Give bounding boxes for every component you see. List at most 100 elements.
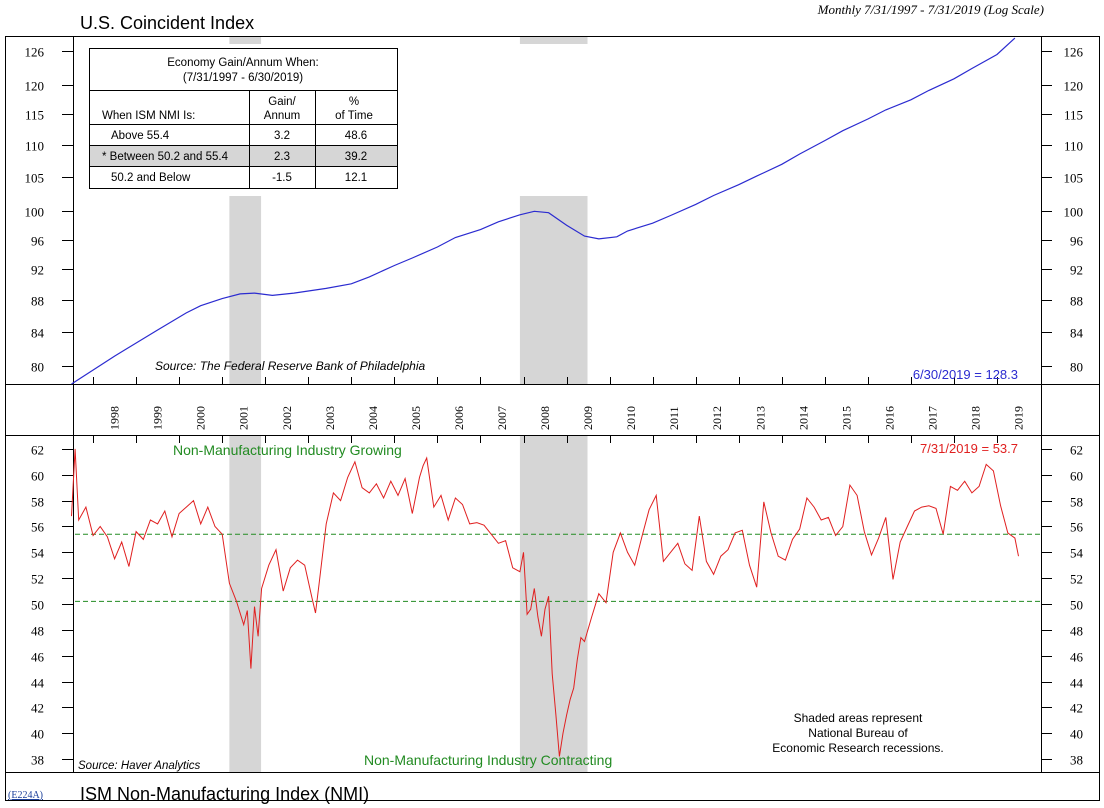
coincident-y-tick-label-left: 115 — [25, 108, 44, 123]
year-label: 2007 — [495, 406, 509, 430]
year-label: 1999 — [151, 406, 165, 430]
coincident-source: Source: The Federal Reserve Bank of Phil… — [155, 359, 425, 373]
nmi-y-tick-label-right: 60 — [1070, 469, 1083, 484]
nmi-y-tick-label-right: 48 — [1070, 624, 1083, 639]
recession-bar — [229, 37, 262, 44]
year-label: 2016 — [882, 406, 896, 430]
coincident-y-tick-label-right: 80 — [1070, 360, 1083, 375]
year-label: 2010 — [624, 406, 638, 430]
coincident-index-line — [71, 37, 1016, 385]
nmi-y-tick-label-left: 50 — [31, 598, 44, 613]
nmi-source: Source: Haver Analytics — [78, 760, 201, 772]
coincident-y-tick-label-right: 92 — [1070, 263, 1083, 278]
nmi-y-tick-label-right: 40 — [1070, 727, 1083, 742]
year-label: 1998 — [108, 406, 122, 430]
nmi-y-tick-label-right: 50 — [1070, 598, 1083, 613]
nmi-axes: 38 38 40 40 42 42 44 44 46 46 48 48 50 50 52 52 54 54 56 56… — [31, 443, 1084, 768]
nmi-y-tick-label-right: 38 — [1070, 753, 1083, 768]
table-row-pct: 12.1 — [345, 172, 367, 184]
table-row-gain: -1.5 — [272, 172, 292, 184]
recession-bar — [519, 436, 588, 772]
table-row-gain: 3.2 — [274, 130, 290, 142]
year-label: 2015 — [839, 406, 853, 430]
nmi-y-tick-label-right: 56 — [1070, 520, 1084, 535]
recession-note-line2: National Bureau of — [808, 726, 908, 740]
table-row-label: Above 55.4 — [111, 130, 170, 142]
coincident-y-tick-label-right: 115 — [1064, 108, 1083, 123]
nmi-y-tick-label-left: 52 — [31, 572, 44, 587]
nmi-y-tick-label-left: 38 — [31, 753, 44, 768]
coincident-axes: 80 80 84 84 88 88 92 92 96 96 100 100 105 105 110 110 11… — [25, 45, 1084, 375]
coincident-y-tick-label-left: 110 — [25, 139, 44, 154]
year-label: 2017 — [925, 406, 939, 430]
table-period: (7/31/1997 - 6/30/2019) — [183, 72, 303, 84]
coincident-y-tick-label-left: 80 — [31, 360, 44, 375]
nmi-y-tick-label-right: 62 — [1070, 443, 1083, 458]
year-label: 2013 — [753, 406, 767, 430]
year-label: 2005 — [409, 406, 423, 430]
table-header-condition: When ISM NMI Is: — [102, 110, 195, 122]
growing-label: Non-Manufacturing Industry Growing — [173, 442, 402, 458]
coincident-y-tick-label-right: 110 — [1064, 139, 1083, 154]
recession-note-line3: Economic Research recessions. — [772, 741, 943, 755]
recession-bar — [229, 196, 262, 384]
year-axis: 1998 1999 2000 2001 2002 2003 2004 2005 2006 2007… — [93, 377, 1026, 443]
table-row-pct: 39.2 — [345, 151, 367, 163]
nmi-y-tick-label-left: 48 — [31, 624, 44, 639]
lower-chart-title: ISM Non-Manufacturing Index (NMI) — [80, 784, 369, 804]
year-label: 2008 — [538, 406, 552, 430]
recession-bar — [519, 196, 588, 384]
nmi-y-tick-label-right: 58 — [1070, 495, 1083, 510]
table-row-gain: 2.3 — [274, 151, 290, 163]
nmi-y-tick-label-right: 44 — [1070, 676, 1084, 691]
stats-table: Economy Gain/Annum When: (7/31/1997 - 6/… — [89, 48, 398, 189]
coincident-y-tick-label-right: 96 — [1070, 234, 1084, 249]
nmi-y-tick-label-left: 62 — [31, 443, 44, 458]
year-label: 2002 — [280, 406, 294, 430]
recession-note-line1: Shaded areas represent — [794, 711, 923, 725]
coincident-last-value: 6/30/2019 = 128.3 — [913, 367, 1018, 382]
coincident-y-tick-label-left: 84 — [31, 326, 45, 341]
year-label: 2003 — [323, 406, 337, 430]
nmi-y-tick-label-right: 54 — [1070, 546, 1084, 561]
nmi-y-tick-label-left: 40 — [31, 727, 44, 742]
nmi-line — [71, 448, 1019, 757]
nmi-y-tick-label-left: 42 — [31, 701, 44, 716]
chart-title: U.S. Coincident Index — [80, 13, 254, 33]
year-label: 2012 — [710, 406, 724, 430]
chart-subtitle: Monthly 7/31/1997 - 7/31/2019 (Log Scale… — [817, 2, 1044, 17]
table-row-pct: 48.6 — [345, 130, 367, 142]
coincident-y-tick-label-left: 105 — [25, 171, 45, 186]
year-label: 2000 — [194, 406, 208, 430]
table-header-pct: % — [349, 96, 359, 108]
year-label: 2014 — [796, 406, 810, 430]
nmi-last-value: 7/31/2019 = 53.7 — [920, 441, 1018, 456]
nmi-y-tick-label-right: 42 — [1070, 701, 1083, 716]
table-row-label: * Between 50.2 and 55.4 — [102, 151, 229, 163]
nmi-y-tick-label-left: 58 — [31, 495, 44, 510]
year-label: 2001 — [237, 406, 251, 430]
coincident-y-tick-label-right: 84 — [1070, 326, 1084, 341]
nmi-y-tick-label-left: 44 — [31, 676, 45, 691]
nmi-y-tick-label-right: 46 — [1070, 650, 1084, 665]
table-header-gain: Gain/ — [268, 96, 296, 108]
chart-frame — [5, 36, 1100, 801]
year-label: 2019 — [1012, 406, 1026, 430]
coincident-y-tick-label-left: 120 — [25, 79, 45, 94]
coincident-y-tick-label-left: 100 — [25, 205, 45, 220]
coincident-y-tick-label-right: 88 — [1070, 294, 1083, 309]
coincident-y-tick-label-right: 120 — [1064, 79, 1084, 94]
outer-border — [5, 36, 1100, 801]
nmi-y-tick-label-left: 56 — [31, 520, 45, 535]
nmi-y-tick-label-left: 60 — [31, 469, 44, 484]
coincident-y-tick-label-left: 92 — [31, 263, 44, 278]
year-label: 2018 — [968, 406, 982, 430]
table-header-pct-2: of Time — [335, 110, 373, 122]
nmi-y-tick-label-right: 52 — [1070, 572, 1083, 587]
coincident-y-tick-label-left: 88 — [31, 294, 44, 309]
year-label: 2006 — [452, 406, 466, 430]
coincident-y-tick-label-right: 126 — [1064, 45, 1084, 60]
chart-code-link[interactable]: (E224A) — [8, 790, 43, 801]
table-row-label: 50.2 and Below — [111, 172, 191, 184]
